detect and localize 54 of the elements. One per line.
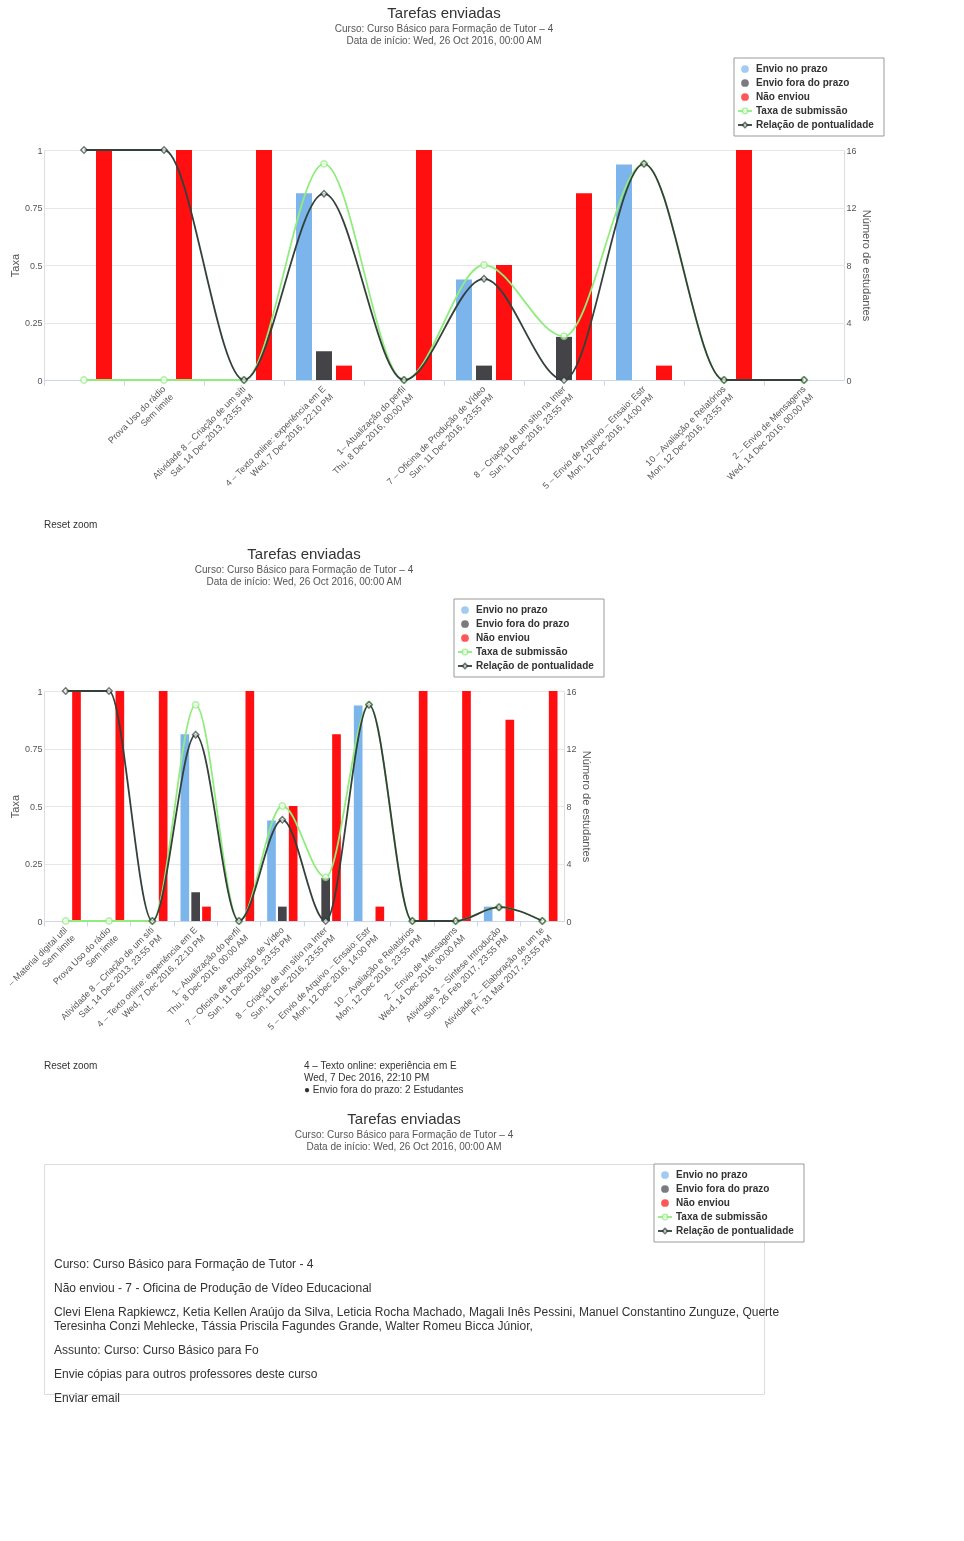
y-tick-label: 0	[37, 375, 43, 386]
chart-title: Tarefas enviadas	[247, 544, 361, 562]
legend-label: Envio fora do prazo	[476, 618, 570, 629]
y-tick-label: 1	[37, 686, 43, 697]
legend-label: Taxa de submissão	[756, 105, 848, 116]
legend-label: Relação de pontualidade	[676, 1225, 795, 1236]
text: Curso: Curso Básico para Formação de Tutor - 4	[54, 1257, 314, 1271]
y2-tick-label: 8	[566, 801, 572, 812]
text: Enviar email	[54, 1391, 121, 1405]
y2-tick-label: 4	[566, 859, 572, 869]
y2-tick-label: 12	[846, 203, 857, 213]
y2-tick-label: 0	[846, 375, 852, 386]
y-tick-label: 0.25	[24, 318, 43, 328]
text: Não enviou - 7 - Oficina de Produção de Vídeo Educacional	[54, 1281, 372, 1295]
legend-label: Envio no prazo	[476, 604, 548, 615]
legend-label: Envio no prazo	[676, 1169, 748, 1180]
y2-tick-label: 4	[846, 318, 852, 328]
text: 4 – Texto online: experiência em E Wed, 7 Dec 2016, 22:10 PM ● Envio fora do prazo: 2 Estudantes	[304, 1060, 464, 1095]
legend-label: Não enviou	[676, 1197, 730, 1208]
legend-label: Não enviou	[756, 91, 810, 102]
legend-label: Envio fora do prazo	[756, 77, 850, 88]
y2-axis-title: Número de estudantes	[580, 750, 593, 863]
legend-label: Envio fora do prazo	[676, 1183, 770, 1194]
legend-label: Relação de pontualidade	[476, 660, 595, 671]
y-tick-label: 0.75	[24, 203, 43, 213]
y-tick-label: 0.5	[29, 801, 43, 812]
y2-tick-label: 16	[566, 686, 577, 697]
legend-label: Taxa de submissão	[676, 1211, 768, 1222]
legend-label: Não enviou	[476, 632, 530, 643]
y-axis-title: Taxa	[8, 253, 21, 278]
chart-title: Tarefas enviadas	[387, 3, 501, 21]
text: Tarefas enviadas	[347, 1109, 461, 1127]
legend-label: Envio no prazo	[756, 63, 828, 74]
y2-tick-label: 16	[846, 145, 857, 156]
chart-subtitle: Curso: Curso Básico para Formação de Tutor – 4 Data de início: Wed, 26 Oct 2016, 00:00 AM	[334, 22, 554, 46]
text: Curso: Curso Básico para Formação de Tutor – 4 Data de início: Wed, 26 Oct 2016, 00:00 AM	[294, 1128, 514, 1152]
y-tick-label: 0	[37, 916, 43, 927]
chart-subtitle: Curso: Curso Básico para Formação de Tutor – 4 Data de início: Wed, 26 Oct 2016, 00:00 AM	[194, 563, 414, 587]
y2-tick-label: 0	[566, 916, 572, 927]
y-tick-label: 0.5	[29, 260, 43, 271]
y-tick-label: 0.75	[24, 744, 43, 754]
y-axis-title: Taxa	[8, 794, 21, 819]
text: Reset zoom	[44, 519, 98, 530]
text: Assunto: Curso: Curso Básico para Fo	[54, 1343, 260, 1357]
y2-tick-label: 8	[846, 260, 852, 271]
y2-axis-title: Número de estudantes	[860, 209, 873, 322]
text: Clevi Elena Rapkiewcz, Ketia Kellen Araújo da Silva, Leticia Rocha Machado, Magali Inês Pessini, Manuel Constantino Zunguze, Querte Teresinha Conzi Mehlecke, Tássia Priscila Fagundes Grande, Walter Romeu Bicca Júnior,	[54, 1305, 780, 1333]
y-tick-label: 0.25	[24, 859, 43, 869]
text: Reset zoom	[44, 1060, 98, 1071]
y2-tick-label: 12	[566, 744, 577, 754]
legend-label: Taxa de submissão	[476, 646, 568, 657]
text: Envie cópias para outros professores deste curso	[54, 1367, 318, 1381]
y-tick-label: 1	[37, 145, 43, 156]
legend-label: Relação de pontualidade	[756, 119, 875, 130]
